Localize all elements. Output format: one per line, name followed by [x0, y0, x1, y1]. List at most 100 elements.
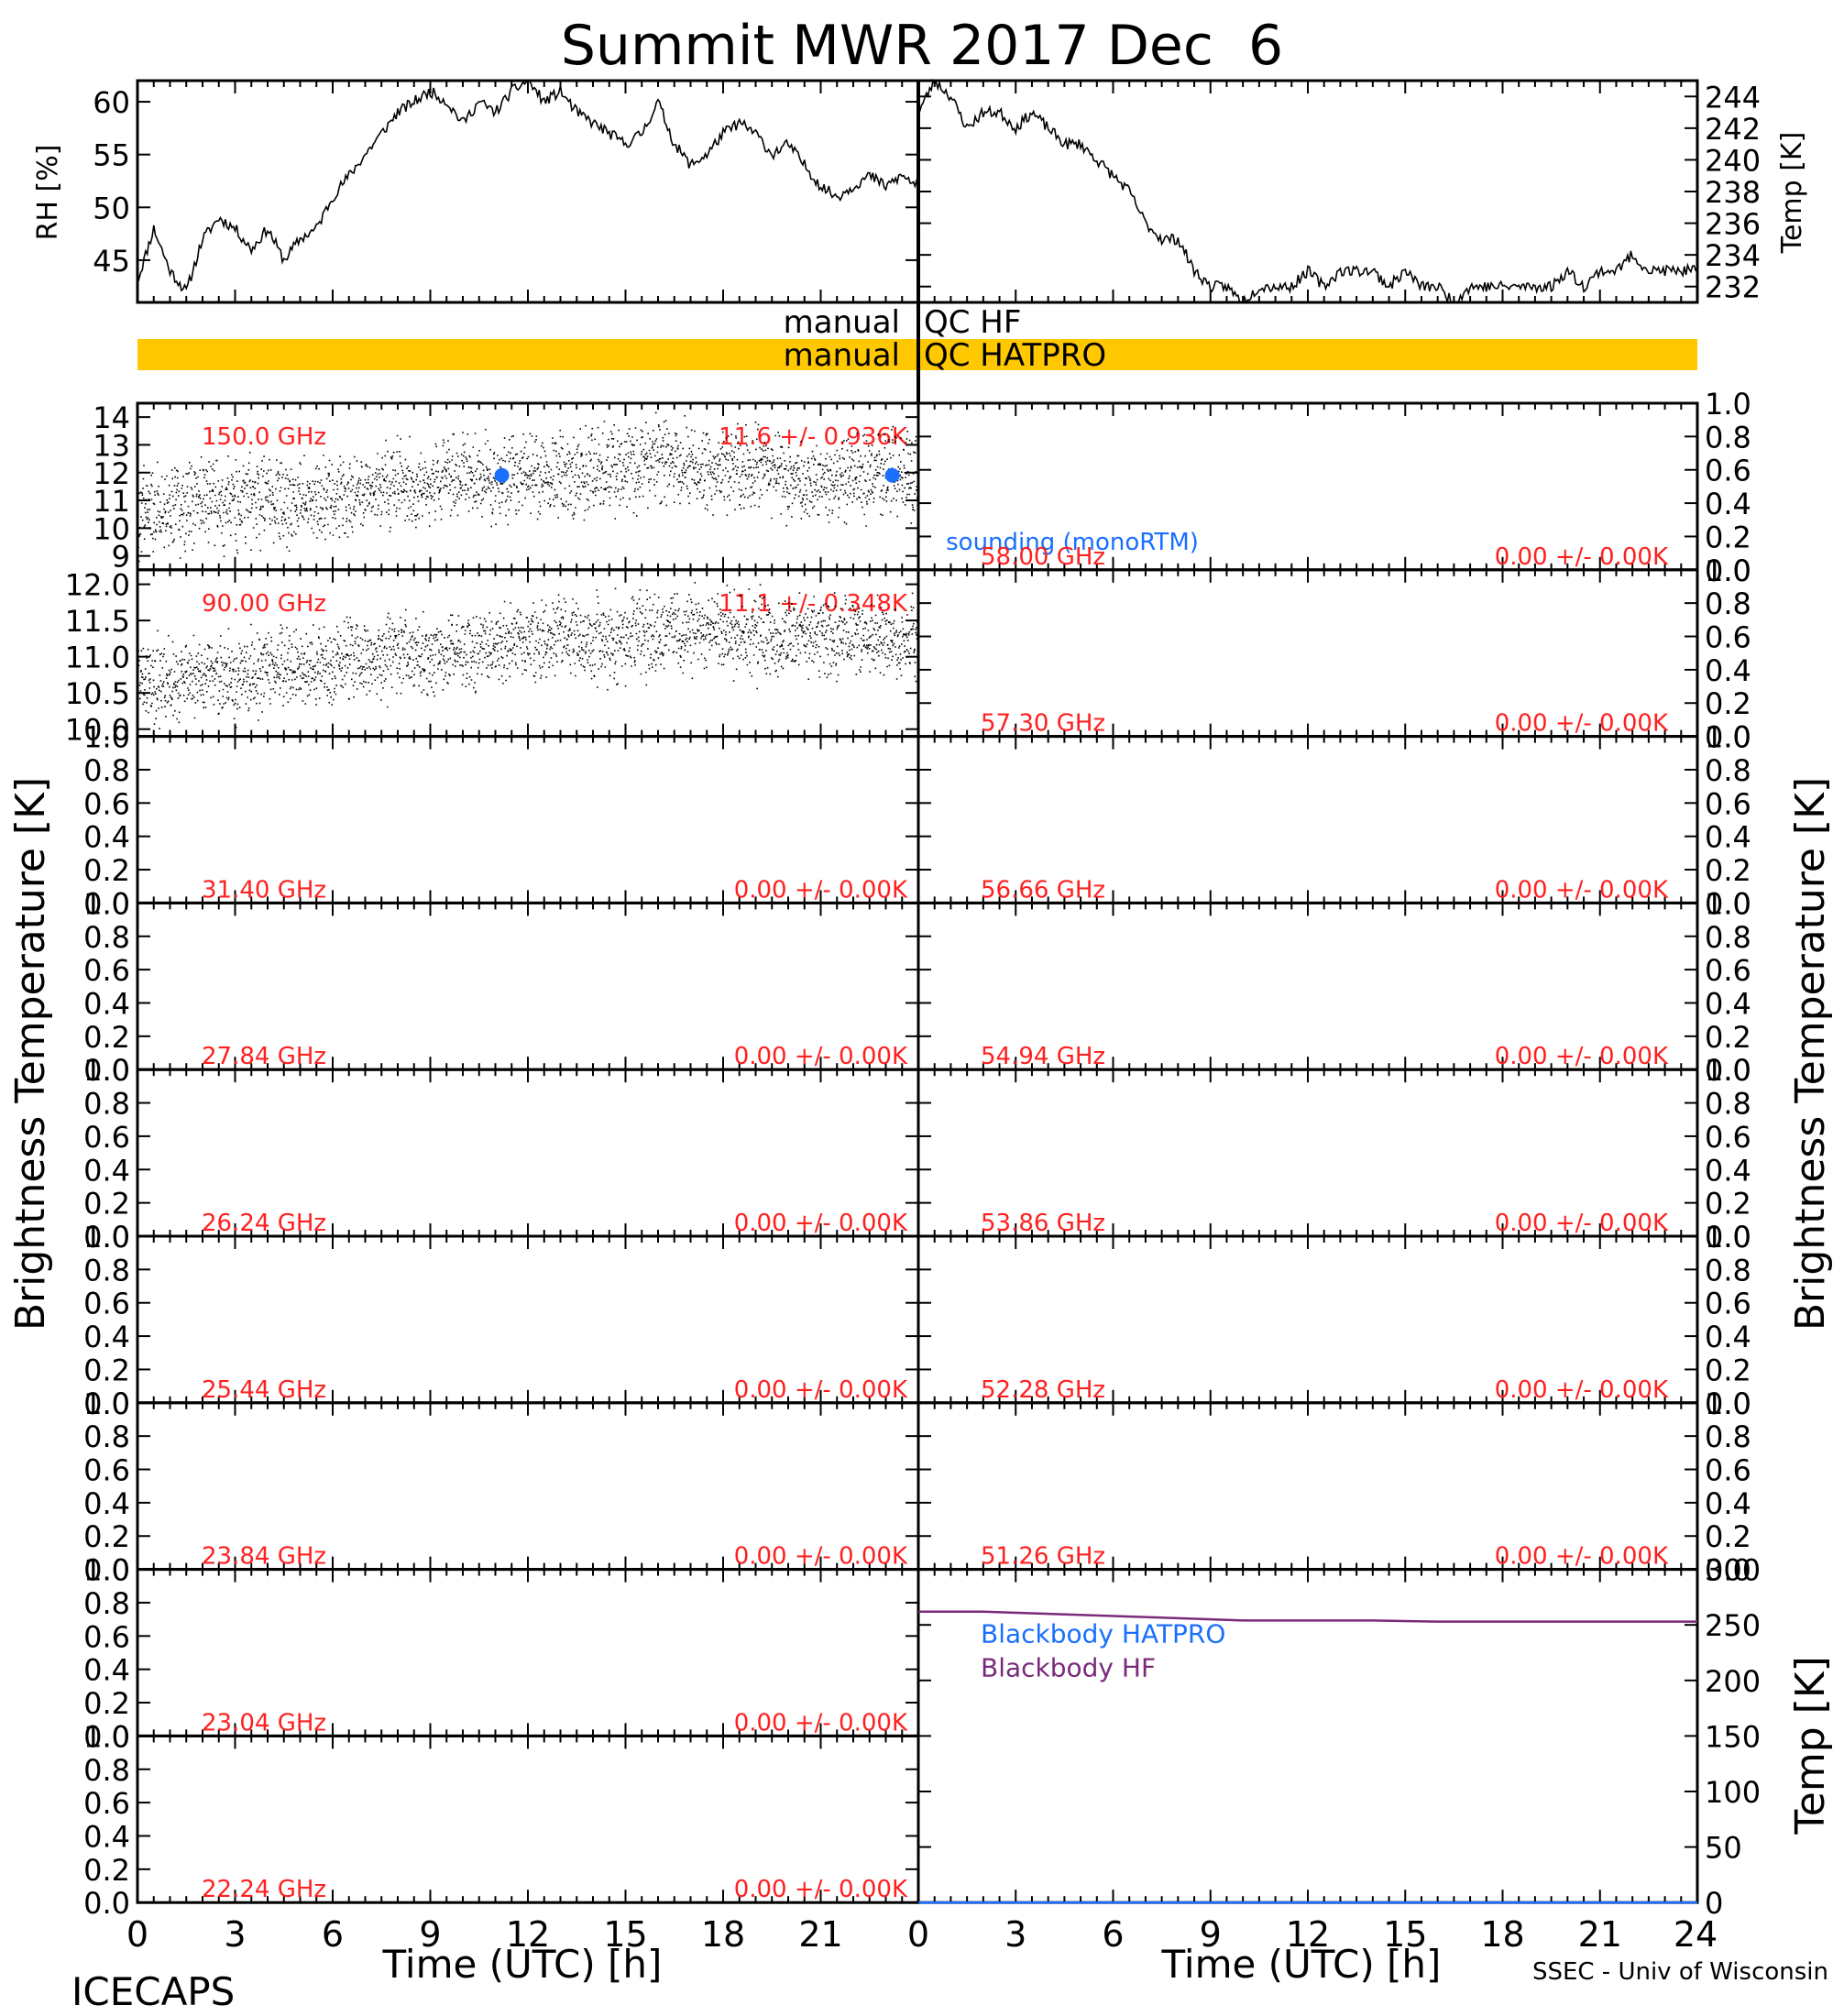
y-tick-label: 0.8 — [83, 1419, 130, 1454]
y-tick-label: 150 — [1705, 1719, 1761, 1754]
panel-tb-27.84: 0.00.20.40.60.81.027.84 GHz 0.00 +/- 0.00… — [83, 886, 920, 1088]
y-tick-label: 0.8 — [83, 920, 130, 955]
panel-y-ticks: 0.00.20.40.60.81.0 — [83, 1386, 918, 1588]
channel-stats: 0.00 +/- 0.00K — [1495, 1043, 1669, 1070]
x-tick-label: 0 — [907, 1914, 929, 1955]
channel-stats: 0.00 +/- 0.00K — [734, 1543, 908, 1571]
tb-scatter-points — [137, 411, 920, 563]
y-tick-label: 11.5 — [65, 604, 130, 639]
channel-label: 25.44 GHz — [202, 1376, 326, 1404]
y-tick-label: 11 — [93, 484, 130, 519]
y-tick-label: 1.0 — [1705, 720, 1751, 755]
panel-y-ticks: 0.00.20.40.60.81.0 — [918, 720, 1751, 921]
panel-y-ticks: 0.00.20.40.60.81.0 — [918, 387, 1751, 588]
x-tick-label: 15 — [603, 1914, 647, 1955]
y-tick-label: 0.0 — [1705, 553, 1751, 588]
y-tick-label: 0.0 — [1705, 1053, 1751, 1088]
blackbody-panel: 0 50 100 150 200 250 300 Temp [K] Blackbody HATP… — [916, 1553, 1833, 1921]
y-tick-label: 0.8 — [83, 1087, 130, 1122]
blackbody-legend-entry: Blackbody HF — [981, 1653, 1156, 1683]
y-tick-label: 0.6 — [83, 786, 130, 821]
qc-label-right: QC HATPRO — [924, 337, 1106, 374]
channel-stats: 0.00 +/- 0.00K — [734, 1043, 908, 1070]
y-tick-label: 10.5 — [65, 676, 130, 711]
panel-tb-57.30: 0.00.20.40.60.81.057.30 GHz 0.00 +/- 0.00… — [916, 553, 1751, 755]
y-tick-label: 0.4 — [1705, 1486, 1751, 1521]
panel-y-ticks: 10.010.511.011.512.0 — [65, 568, 918, 748]
y-tick-label: 0.0 — [83, 1053, 130, 1088]
channel-stats: 11.1 +/- 0.348K — [719, 590, 908, 618]
temp-series-line — [917, 78, 1698, 305]
y-tick-label: 0.4 — [83, 1819, 130, 1854]
panel-tb-22.24: 0.00.20.40.60.81.022.24 GHz 0.00 +/- 0.00… — [83, 1719, 920, 1921]
x-tick-label: 21 — [1578, 1914, 1622, 1955]
y-tick-label: 0.0 — [1705, 1220, 1751, 1255]
y-tick-label: 11.0 — [65, 641, 130, 675]
panel-y-ticks: 0.00.20.40.60.81.0 — [83, 1053, 918, 1255]
y-tick-label: 0.2 — [1705, 853, 1751, 888]
y-tick-label: 0.2 — [83, 853, 130, 888]
y-tick-label: 1.0 — [1705, 553, 1751, 588]
channel-label: 56.66 GHz — [981, 876, 1105, 904]
y-tick-label: 0.8 — [83, 753, 130, 788]
y-tick-label: 10.0 — [65, 713, 130, 748]
y-tick-label: 0.0 — [83, 1553, 130, 1588]
y-tick-label: 0.4 — [83, 1320, 130, 1354]
y-tick-label: 0.2 — [1705, 1519, 1751, 1554]
y-tick-label: 0.2 — [83, 1020, 130, 1055]
y-tick-label: 0.6 — [83, 1619, 130, 1654]
y-tick-label: 1.0 — [83, 886, 130, 921]
channel-stats: 0.00 +/- 0.00K — [1495, 710, 1669, 738]
right-side-label: Brightness Temperature [K] — [1787, 777, 1833, 1331]
panel-y-ticks: 0.00.20.40.60.81.0 — [918, 1220, 1751, 1421]
y-tick-label: 1.0 — [1705, 886, 1751, 921]
y-tick-label: 0.0 — [1705, 1553, 1751, 1588]
y-tick-label: 0.6 — [1705, 1120, 1751, 1155]
x-tick-label: 6 — [322, 1914, 344, 1955]
y-tick-label: 1.0 — [83, 1053, 130, 1088]
panel-y-ticks: 0.00.20.40.60.81.0 — [83, 1719, 918, 1921]
channel-stats: 0.00 +/- 0.00K — [1495, 1210, 1669, 1237]
channel-stats: 0.00 +/- 0.00K — [734, 1709, 908, 1737]
time-axes: 0 3 6 9 12 15 18 21 0 3 6 9 12 15 18 21 24 — [126, 1914, 1718, 1955]
y-tick-label: 0.4 — [1705, 986, 1751, 1021]
y-tick-label: 0.4 — [1705, 1320, 1751, 1354]
rh-series-line — [137, 80, 919, 292]
x-tick-label: 18 — [1480, 1914, 1524, 1955]
x-tick-label: 3 — [1004, 1914, 1026, 1955]
y-tick-label: 0.4 — [1705, 487, 1751, 521]
channel-label: 27.84 GHz — [202, 1043, 326, 1070]
y-tick-label: 0.8 — [83, 1753, 130, 1788]
figure-title: Summit MWR 2017 Dec 6 — [561, 14, 1283, 78]
qc-bars: manual QC HF manual QC HATPRO — [137, 81, 1697, 403]
panel-y-ticks: 0.00.20.40.60.81.0 — [83, 886, 918, 1088]
y-tick-label: 244 — [1705, 80, 1761, 115]
temp-x-ticks — [917, 81, 1698, 302]
y-tick-label: 0.8 — [83, 1253, 130, 1287]
rh-ylabel: RH [%] — [32, 145, 64, 241]
panel-y-ticks: 0.00.20.40.60.81.0 — [918, 1053, 1751, 1255]
sounding-legend: sounding (monoRTM) — [946, 529, 1199, 556]
panel-tb-23.04: 0.00.20.40.60.81.023.04 GHz 0.00 +/- 0.00… — [83, 1553, 920, 1754]
y-tick-label: 60 — [93, 85, 130, 120]
channel-stats: 0.00 +/- 0.00K — [734, 1876, 908, 1903]
blackbody-ylabel: Temp [K] — [1787, 1656, 1833, 1835]
y-tick-label: 0.4 — [1705, 820, 1751, 855]
x-tick-label: 9 — [419, 1914, 441, 1955]
y-tick-label: 0.6 — [83, 953, 130, 988]
y-tick-label: 9 — [112, 540, 130, 575]
y-tick-label: 0.0 — [83, 1386, 130, 1421]
y-tick-label: 1.0 — [83, 720, 130, 755]
y-tick-label: 0.2 — [1705, 1020, 1751, 1055]
channel-label: 22.24 GHz — [202, 1876, 326, 1903]
panel-tb-25.44: 0.00.20.40.60.81.025.44 GHz 0.00 +/- 0.00… — [83, 1220, 920, 1421]
y-tick-label: 1.0 — [1705, 1220, 1751, 1255]
panel-tb-23.84: 0.00.20.40.60.81.023.84 GHz 0.00 +/- 0.00… — [83, 1386, 920, 1588]
y-tick-label: 0.0 — [83, 886, 130, 921]
panel-tb-58.00: 0.00.20.40.60.81.058.00 GHz 0.00 +/- 0.00… — [916, 387, 1751, 588]
y-tick-label: 100 — [1705, 1775, 1761, 1810]
y-tick-label: 0.0 — [83, 1719, 130, 1754]
y-tick-label: 0.8 — [1705, 1419, 1751, 1454]
x-tick-label: 3 — [224, 1914, 246, 1955]
x-tick-label: 6 — [1102, 1914, 1124, 1955]
